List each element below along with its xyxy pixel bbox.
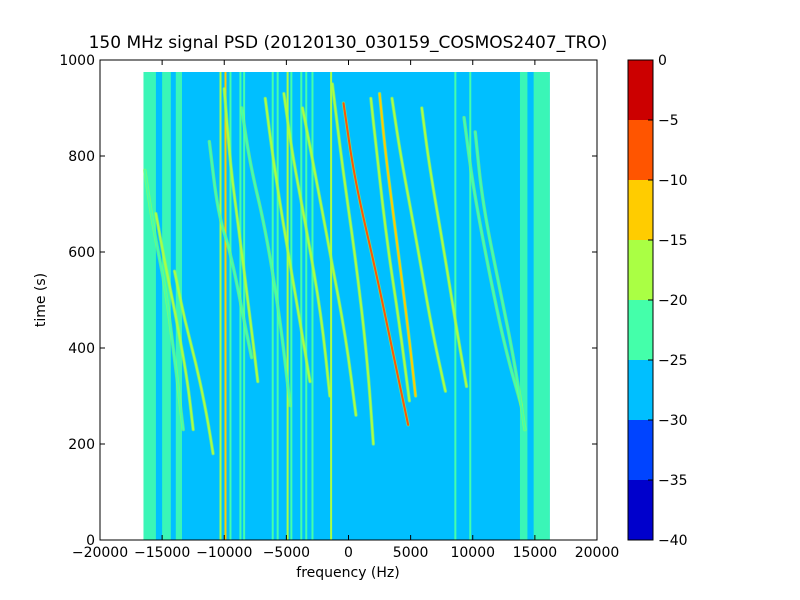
colorbar-level-7 [628, 60, 653, 120]
y-tick-label: 1000 [59, 53, 95, 69]
x-tick-label: −10000 [196, 545, 252, 561]
colorbar-level-6 [628, 120, 653, 180]
signal-trace-11 [369, 97, 411, 402]
y-tick-label: 600 [68, 245, 95, 261]
y-axis-label: time (s) [33, 273, 49, 327]
y-axis: 0 200 400 600 800 1000 [59, 53, 597, 549]
signal-trace-14 [420, 107, 468, 388]
x-tick-label: 20000 [575, 545, 620, 561]
chart-title: 150 MHz signal PSD (20120130_030159_COSM… [89, 33, 608, 53]
signal-trace-6 [264, 97, 311, 383]
signal-trace-9 [331, 83, 375, 445]
colorbar-tick-label: −35 [658, 473, 688, 489]
colorbar-level-5 [628, 180, 653, 240]
colorbar-level-1 [628, 420, 653, 480]
colorbar-tick-label: −40 [658, 533, 688, 549]
signal-trace-12 [378, 92, 417, 397]
colorbar-level-0 [628, 480, 653, 540]
signal-trace-16 [474, 131, 526, 431]
signal-trace-4 [223, 87, 259, 383]
colorbar-tick-label: −30 [658, 413, 688, 429]
colorbar-tick-label: −5 [658, 113, 679, 129]
x-tick-label: −20000 [72, 545, 128, 561]
colorbar-level-4 [628, 240, 653, 300]
x-tick-label: 0 [344, 545, 353, 561]
signal-trace-10 [342, 102, 410, 426]
x-tick-label: 5000 [393, 545, 429, 561]
colorbar-tick-label: 0 [658, 53, 667, 69]
y-tick-label: 800 [68, 149, 95, 165]
y-tick-label: 0 [86, 533, 95, 549]
colorbar-tick-label: −25 [658, 353, 688, 369]
colorbar: 0 −5 −10 −15 −20 −25 −30 −35 −40 [627, 53, 688, 549]
edge-band-4 [533, 72, 550, 540]
edge-band-3 [519, 72, 528, 540]
signal-trace-0 [143, 169, 185, 431]
signal-trace-13 [390, 97, 447, 393]
colorbar-tick-label: −10 [658, 173, 688, 189]
y-tick-label: 200 [68, 437, 95, 453]
heatmap-background [143, 72, 550, 540]
signal-trace-15 [463, 116, 523, 407]
x-tick-label: 15000 [513, 545, 558, 561]
colorbar-level-2 [628, 360, 653, 420]
y-tick-label: 400 [68, 341, 95, 357]
edge-band-2 [175, 72, 183, 540]
colorbar-tick-label: −15 [658, 233, 688, 249]
signal-trace-3 [208, 140, 253, 359]
x-axis: −20000 −15000 −10000 −5000 0 5000 10000 15000 20… [72, 60, 619, 561]
colorbar-level-3 [628, 300, 653, 360]
edge-band-0 [143, 72, 156, 540]
x-tick-label: 10000 [450, 545, 495, 561]
signal-trace-1 [154, 212, 195, 431]
signal-trace-2 [173, 270, 215, 455]
signal-trace-5 [240, 107, 292, 407]
x-tick-label: −15000 [134, 545, 190, 561]
signal-trace-7 [282, 92, 331, 397]
heatmap [143, 72, 550, 540]
colorbar-tick-label: −20 [658, 293, 688, 309]
signal-trace-8 [301, 107, 357, 417]
x-tick-label: −5000 [263, 545, 310, 561]
x-axis-label: frequency (Hz) [296, 565, 399, 581]
